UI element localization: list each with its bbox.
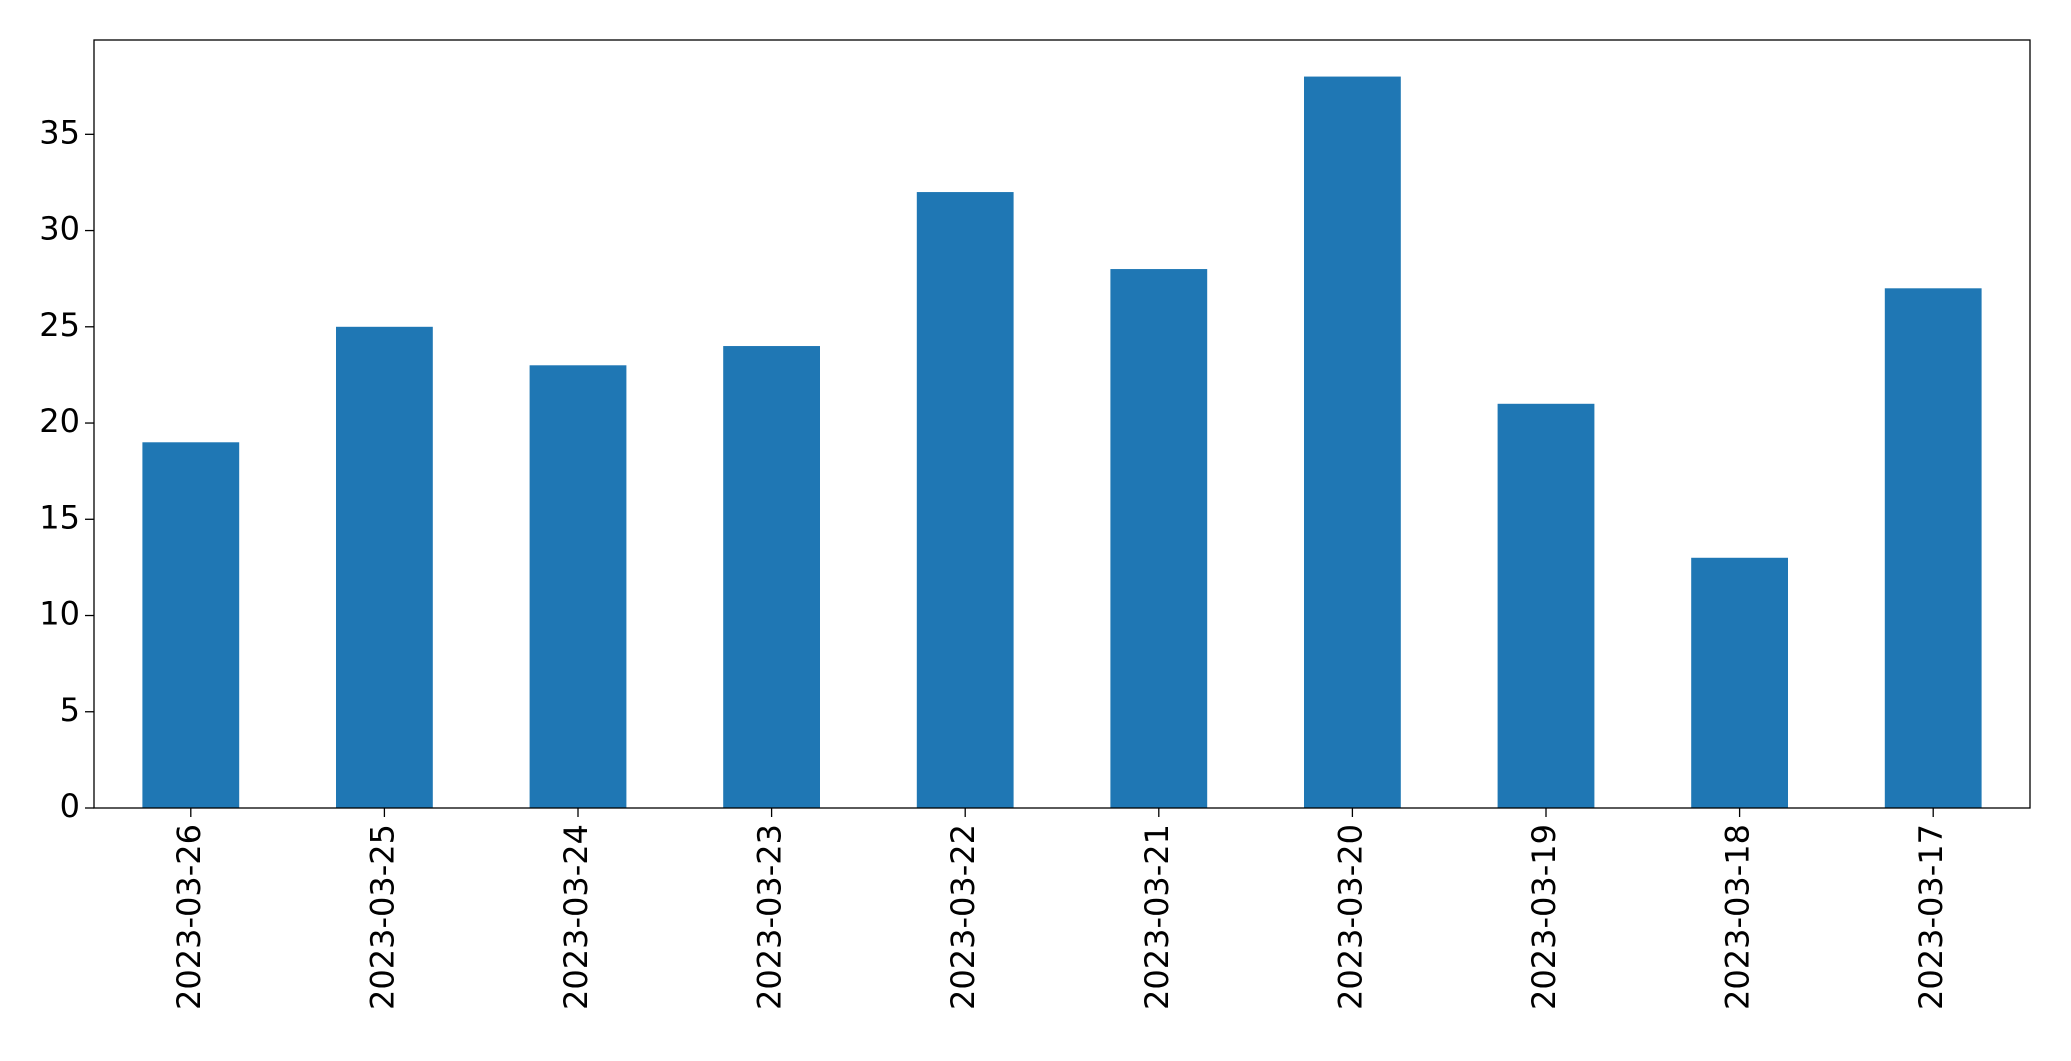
- bar: [723, 346, 820, 808]
- y-tick-label: 0: [60, 787, 80, 825]
- bar: [1304, 76, 1401, 809]
- bar: [1691, 557, 1788, 808]
- x-tick-label: 2023-03-23: [751, 824, 789, 1010]
- x-tick-label: 2023-03-20: [1331, 824, 1369, 1010]
- y-tick-label: 30: [39, 210, 80, 248]
- y-tick-label: 35: [39, 113, 80, 151]
- x-tick-label: 2023-03-19: [1525, 824, 1563, 1010]
- x-tick-label: 2023-03-21: [1138, 824, 1176, 1010]
- bar: [916, 192, 1014, 808]
- bar: [336, 326, 433, 808]
- x-tick-label: 2023-03-17: [1912, 824, 1950, 1010]
- y-tick-label: 25: [39, 306, 80, 344]
- x-tick-label: 2023-03-26: [170, 824, 208, 1010]
- bar: [1497, 403, 1595, 808]
- bar: [1110, 269, 1208, 809]
- y-tick-label: 10: [39, 595, 80, 633]
- plot-frame: [93, 39, 2031, 809]
- bar: [142, 442, 240, 808]
- bar: [529, 365, 627, 808]
- x-tick-label: 2023-03-25: [363, 824, 401, 1010]
- x-tick-label: 2023-03-22: [944, 824, 982, 1010]
- x-tick-label: 2023-03-24: [557, 824, 595, 1010]
- y-tick-label: 5: [60, 691, 80, 729]
- x-tick-label: 2023-03-18: [1719, 824, 1757, 1010]
- y-tick-label: 20: [39, 402, 80, 440]
- y-tick-label: 15: [39, 498, 80, 536]
- bar: [1884, 288, 1982, 808]
